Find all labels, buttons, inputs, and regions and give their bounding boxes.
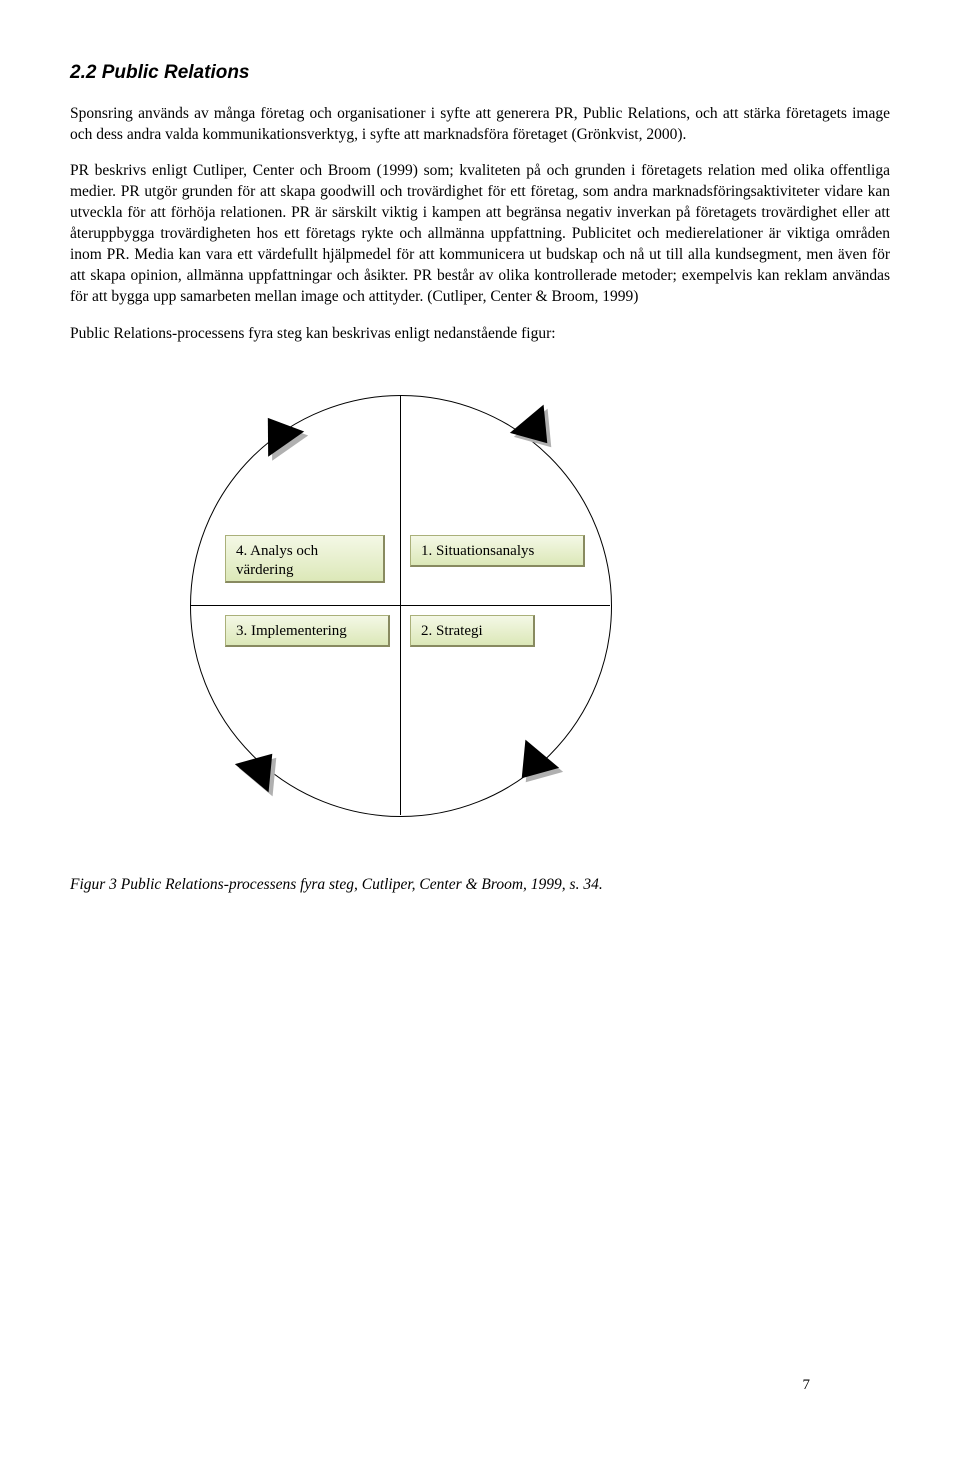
body-paragraph: Public Relations-processens fyra steg ka… <box>70 324 890 345</box>
box-implementering: 3. Implementering <box>225 615 390 647</box>
diagram-hline <box>190 605 610 606</box>
body-paragraph: PR beskrivs enligt Cutliper, Center och … <box>70 161 890 307</box>
box-strategi: 2. Strategi <box>410 615 535 647</box>
page-number: 7 <box>803 1375 811 1395</box>
body-paragraph: Sponsring används av många företag och o… <box>70 104 890 146</box>
box-situationsanalys: 1. Situationsanalys <box>410 535 585 567</box>
section-heading: 2.2 Public Relations <box>70 60 890 86</box>
pr-process-diagram: 4. Analys och värdering 1. Situationsana… <box>170 375 630 835</box>
figure-caption: Figur 3 Public Relations-processens fyra… <box>70 875 890 896</box>
box-analys-vardering: 4. Analys och värdering <box>225 535 385 583</box>
